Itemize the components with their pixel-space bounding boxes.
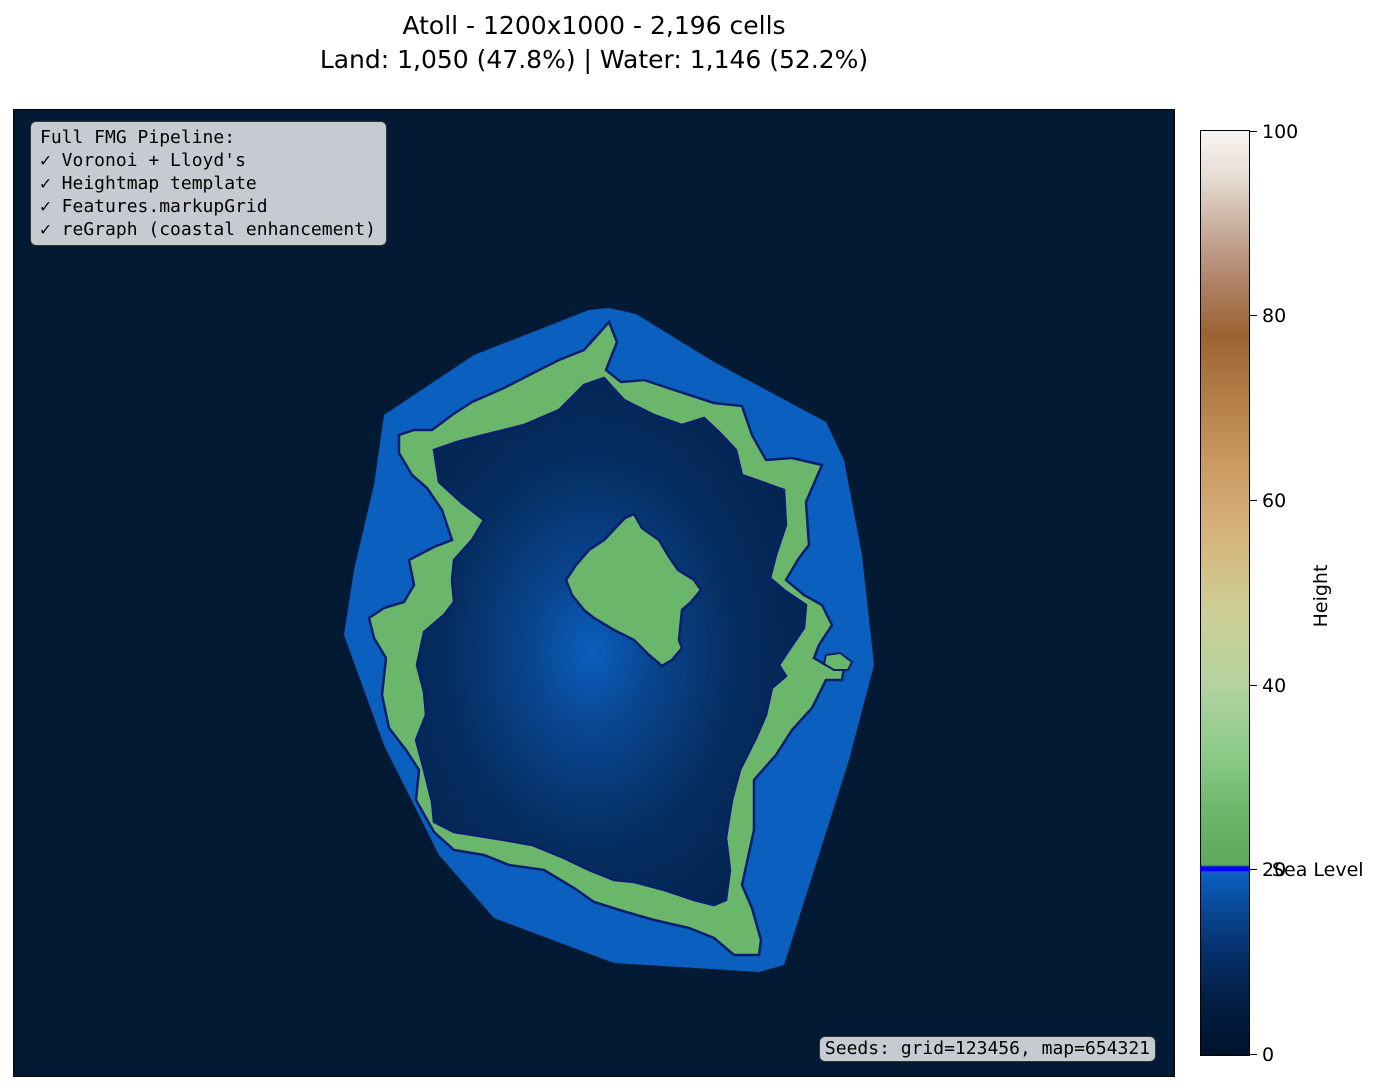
central-island bbox=[564, 512, 703, 668]
map-title: Atoll - 1200x1000 - 2,196 cells bbox=[402, 11, 786, 40]
pipeline-legend: Full FMG Pipeline: ✓ Voronoi + Lloyd's ✓ H… bbox=[30, 121, 387, 246]
colorbar-tick bbox=[1249, 685, 1257, 686]
map-subtitle: Land: 1,050 (47.8%) | Water: 1,146 (52.2… bbox=[319, 45, 869, 74]
pipeline-step: ✓ Voronoi + Lloyd's bbox=[40, 150, 246, 171]
colorbar-tick bbox=[1249, 315, 1257, 316]
sea-level-label: Sea Level bbox=[1272, 859, 1364, 881]
colorbar-tick-label: 0 bbox=[1262, 1044, 1275, 1066]
colorbar-tick bbox=[1249, 1054, 1257, 1055]
heightmap bbox=[14, 110, 1174, 1076]
height-colorbar bbox=[1200, 130, 1250, 1056]
colorbar-axis-label: Height bbox=[1310, 564, 1332, 628]
colorbar-tick bbox=[1249, 131, 1257, 132]
lagoon bbox=[414, 376, 808, 907]
pipeline-step: ✓ reGraph (coastal enhancement) bbox=[40, 219, 376, 240]
colorbar-tick bbox=[1249, 500, 1257, 501]
pipeline-step: ✓ Heightmap template bbox=[40, 173, 257, 194]
colorbar-tick-label: 60 bbox=[1262, 490, 1287, 512]
colorbar-tick-label: 100 bbox=[1262, 121, 1299, 143]
east-islet bbox=[822, 651, 854, 671]
map-panel: Full FMG Pipeline: ✓ Voronoi + Lloyd's ✓ H… bbox=[13, 109, 1175, 1077]
colorbar-tick-label: 40 bbox=[1262, 675, 1287, 697]
colorbar-tick bbox=[1249, 869, 1257, 870]
sea-level-marker bbox=[1200, 867, 1250, 871]
pipeline-step: ✓ Features.markupGrid bbox=[40, 196, 268, 217]
pipeline-heading: Full FMG Pipeline: bbox=[40, 127, 236, 148]
seeds-label: Seeds: grid=123456, map=654321 bbox=[818, 1036, 1156, 1062]
colorbar-tick-label: 80 bbox=[1262, 305, 1287, 327]
colorbar-tick-label: 20 bbox=[1262, 859, 1287, 881]
